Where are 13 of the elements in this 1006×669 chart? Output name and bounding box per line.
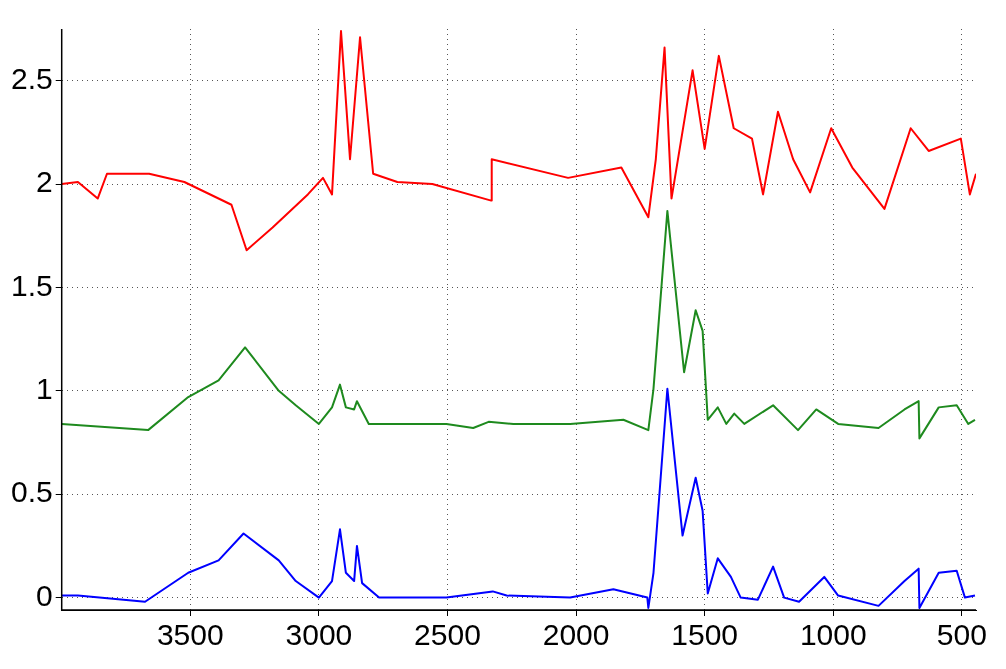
x-tick-label: 3500	[156, 618, 224, 652]
x-tick-label: 3000	[285, 618, 353, 652]
x-tick-label: 1000	[799, 618, 867, 652]
x-tick-label: 500	[936, 618, 987, 652]
x-tick-label: 2000	[542, 618, 610, 652]
y-tick-label: 1.5	[10, 268, 53, 302]
x-tick-label: 2500	[414, 618, 481, 652]
y-tick-label: 0	[36, 578, 53, 612]
y-tick-label: 2	[36, 165, 53, 199]
y-tick-label: 0.5	[10, 475, 53, 509]
y-tick-label: 1	[36, 372, 53, 406]
y-tick-label: 2.5	[10, 61, 53, 95]
x-tick-label: 1500	[671, 618, 739, 652]
